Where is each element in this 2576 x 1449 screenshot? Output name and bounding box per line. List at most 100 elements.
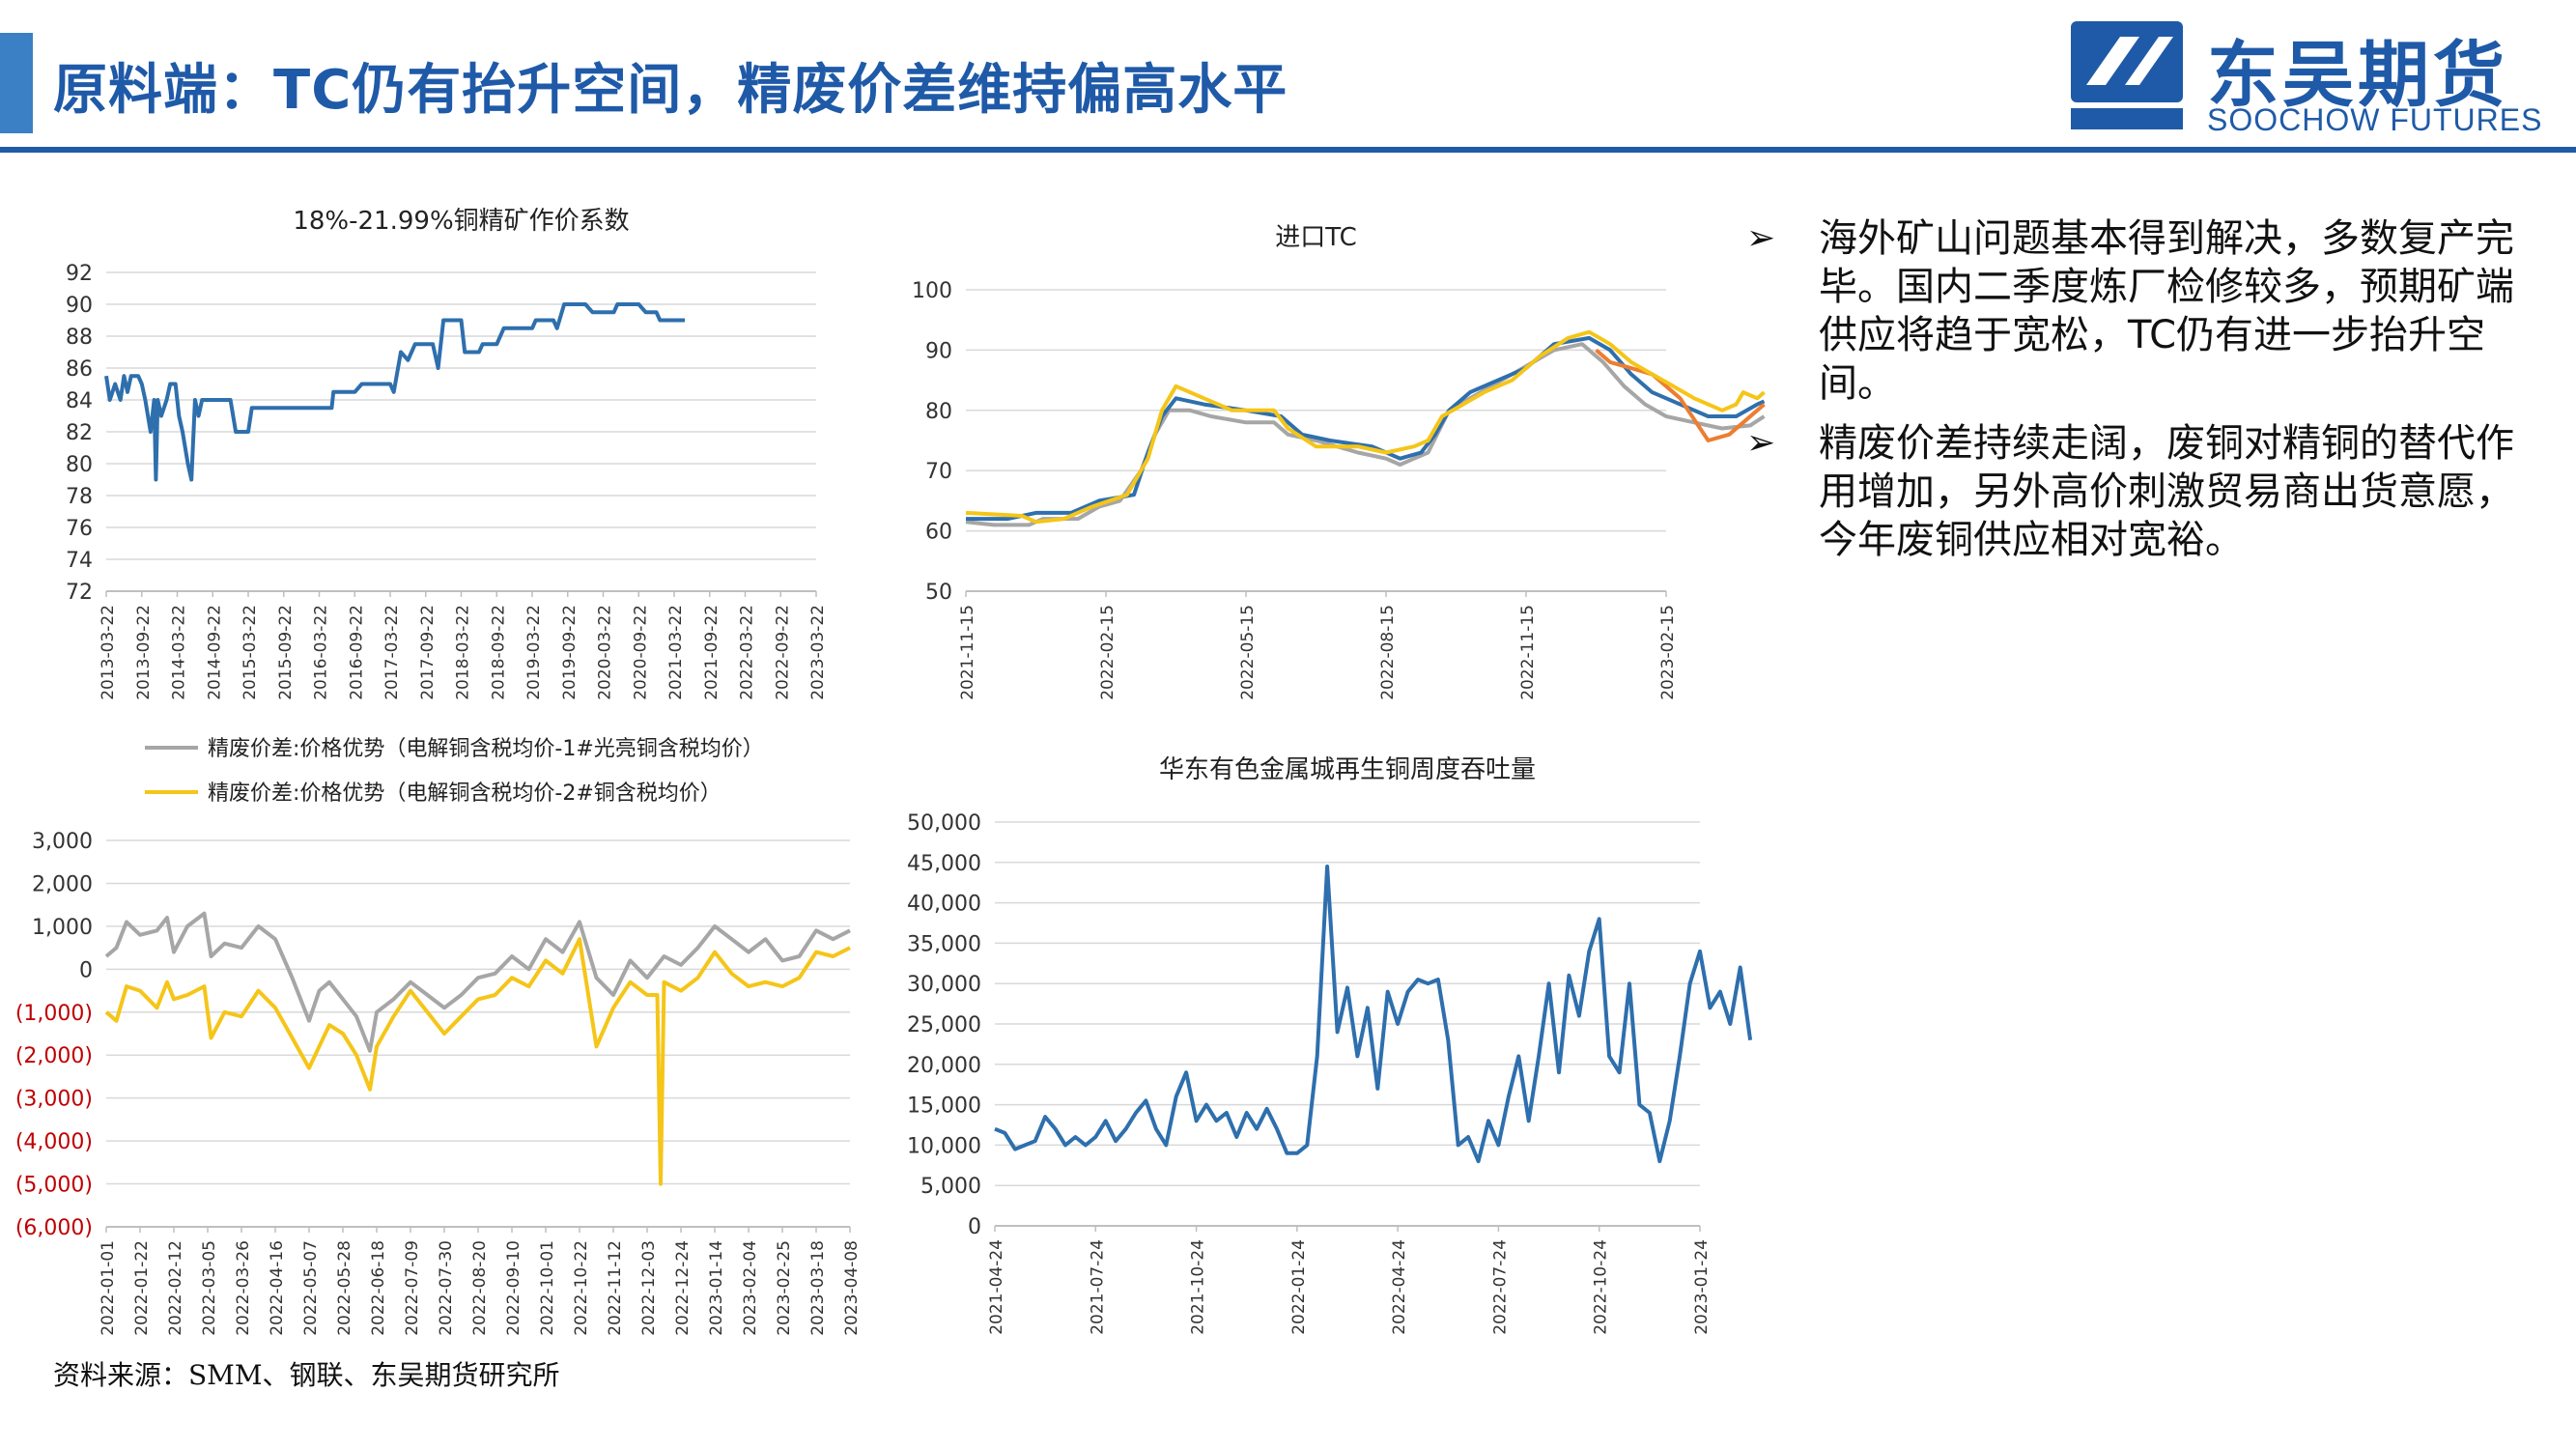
y-tick-label: 35,000 (907, 932, 981, 956)
x-tick-label: 2021-09-22 (702, 605, 722, 700)
y-tick-label: 0 (968, 1215, 981, 1239)
series-line-3 (1595, 348, 1766, 442)
y-tick-label: 90 (66, 294, 93, 318)
x-tick-label: 2021-07-24 (1088, 1239, 1107, 1335)
chart-refined-scrap-spread: (6,000) (5,000) (4,000) (3,000) (2,000) (1,00… (15, 737, 862, 1336)
bullet-text: 海外矿山问题基本得到解决，多数复产完毕。国内二季度炼厂检修较多，预期矿端供应将趋… (1819, 216, 2514, 406)
x-tick-label: 2022-04-16 (268, 1240, 287, 1336)
header-divider (0, 147, 2576, 153)
x-tick-label: 2015-03-22 (241, 605, 260, 700)
x-tick-label: 2014-03-22 (170, 605, 189, 700)
series-line-2 (104, 937, 851, 1186)
x-tick-label: 2023-03-22 (808, 605, 828, 700)
y-tick-label: 100 (912, 279, 952, 303)
x-tick-label: 2022-11-15 (1518, 605, 1538, 700)
x-tick-label: 2023-03-18 (808, 1240, 828, 1336)
y-tick-label: 74 (66, 549, 93, 573)
bullet-text: 精废价差持续走阔，废铜对精铜的替代作用增加，另外高价刺激贸易商出货意愿，今年废铜… (1819, 421, 2514, 562)
bullet-item: ➢ 海外矿山问题基本得到解决，多数复产完毕。国内二季度炼厂检修较多，预期矿端供应… (1746, 214, 2548, 408)
logo-english-name: SOOCHOW FUTURES (2207, 102, 2543, 137)
x-tick-label: 2022-06-18 (369, 1240, 388, 1336)
x-tick-label: 2022-07-24 (1490, 1239, 1510, 1335)
x-tick-label: 2021-04-24 (987, 1239, 1006, 1335)
x-tick-label: 2016-09-22 (347, 605, 366, 700)
x-tick-label: 2022-01-22 (132, 1240, 152, 1336)
x-tick-label: 2020-03-22 (596, 605, 615, 700)
x-tick-label: 2022-09-10 (504, 1240, 524, 1336)
chart-concentrate-coefficient: 18%-21.99%铜精矿作价系数 72 74 76 78 80 82 84 86 88 90 92 2… (66, 207, 828, 700)
chart-import-tc: 进口TC 50 60 70 80 90 100 2021-11-15 2022-02-15 202… (912, 223, 1766, 700)
x-tick-label: 2022-12-03 (639, 1240, 659, 1336)
y-tick-label: (6,000) (15, 1216, 93, 1240)
y-tick-label: 70 (925, 460, 952, 484)
series-line-4 (965, 329, 1766, 525)
y-tick-label: (2,000) (15, 1044, 93, 1068)
x-tick-label: 2022-01-24 (1289, 1239, 1309, 1335)
series-line-1 (104, 302, 685, 482)
y-tick-label: 84 (66, 389, 93, 413)
x-tick-label: 2022-08-20 (470, 1240, 490, 1336)
series-line-1 (965, 342, 1766, 527)
chart-title: 进口TC (1275, 223, 1357, 252)
y-tick-label: 60 (925, 521, 952, 545)
x-tick-label: 2023-02-04 (741, 1240, 760, 1336)
legend-label: 精废价差:价格优势（电解铜含税均价-1#光亮铜含税均价） (208, 737, 764, 761)
x-tick-label: 2023-01-14 (707, 1240, 726, 1336)
y-tick-label: 2,000 (32, 872, 93, 896)
x-tick-label: 2022-03-22 (738, 605, 757, 700)
y-tick-label: 86 (66, 357, 93, 382)
x-tick-label: 2018-03-22 (454, 605, 473, 700)
y-tick-label: 30,000 (907, 973, 981, 997)
series-line-2 (966, 335, 1766, 522)
x-tick-label: 2019-03-22 (524, 605, 544, 700)
y-tick-label: 1,000 (32, 916, 93, 940)
x-tick-label: 2023-02-15 (1658, 605, 1678, 700)
data-source-note: 资料来源：SMM、钢联、东吴期货研究所 (53, 1359, 560, 1391)
y-tick-label: 80 (925, 400, 952, 424)
y-tick-label: 82 (66, 421, 93, 445)
company-logo: 东吴期货 SOOCHOW FUTURES (2067, 17, 2569, 137)
x-tick-label: 2022-10-01 (538, 1240, 557, 1336)
x-tick-label: 2022-09-22 (773, 605, 792, 700)
x-tick-label: 2013-09-22 (134, 605, 154, 700)
x-tick-label: 2018-09-22 (489, 605, 508, 700)
chart-scrap-copper-throughput: 华东有色金属城再生铜周度吞吐量 0 5,000 10,000 15,000 20,000 2… (907, 755, 1753, 1335)
x-tick-label: 2021-03-22 (666, 605, 686, 700)
scf-logo-icon (2071, 21, 2183, 129)
legend-label: 精废价差:价格优势（电解铜含税均价-2#铜含税均价） (208, 781, 722, 806)
y-tick-label: 76 (66, 517, 93, 541)
title-accent-bar (0, 33, 33, 133)
chart-title: 华东有色金属城再生铜周度吞吐量 (1159, 755, 1536, 784)
y-tick-label: (4,000) (15, 1130, 93, 1154)
y-tick-label: 0 (79, 958, 93, 982)
x-tick-label: 2022-05-28 (335, 1240, 354, 1336)
y-tick-label: 78 (66, 485, 93, 509)
x-tick-label: 2022-02-12 (166, 1240, 185, 1336)
x-tick-label: 2022-10-24 (1592, 1239, 1611, 1335)
x-tick-label: 2022-11-12 (606, 1240, 625, 1336)
x-tick-label: 2019-09-22 (560, 605, 580, 700)
x-tick-label: 2022-08-15 (1378, 605, 1398, 700)
y-tick-label: 88 (66, 326, 93, 350)
y-tick-label: 92 (66, 262, 93, 286)
y-tick-label: (3,000) (15, 1088, 93, 1112)
x-tick-label: 2015-09-22 (276, 605, 296, 700)
x-tick-label: 2022-10-22 (572, 1240, 591, 1336)
y-tick-label: 50 (925, 581, 952, 605)
y-tick-label: 10,000 (907, 1134, 981, 1158)
y-tick-label: 45,000 (907, 852, 981, 876)
bullet-list: ➢ 海外矿山问题基本得到解决，多数复产完毕。国内二季度炼厂检修较多，预期矿端供应… (1746, 214, 2548, 576)
x-tick-label: 2022-01-01 (99, 1240, 118, 1336)
x-tick-label: 2017-03-22 (382, 605, 402, 700)
x-tick-label: 2013-03-22 (99, 605, 118, 700)
logo-chinese-name: 东吴期货 (2207, 34, 2508, 117)
y-tick-label: 40,000 (907, 893, 981, 917)
y-tick-label: 72 (66, 581, 93, 605)
x-tick-label: 2022-02-15 (1098, 605, 1118, 700)
arrow-bullet-icon: ➢ (1746, 423, 1776, 463)
chart-title: 18%-21.99%铜精矿作价系数 (293, 207, 629, 236)
y-tick-label: 80 (66, 453, 93, 477)
y-tick-label: 3,000 (32, 830, 93, 854)
bullet-item: ➢ 精废价差持续走阔，废铜对精铜的替代作用增加，另外高价刺激贸易商出货意愿，今年… (1746, 419, 2548, 564)
x-tick-label: 2023-04-08 (842, 1240, 862, 1336)
